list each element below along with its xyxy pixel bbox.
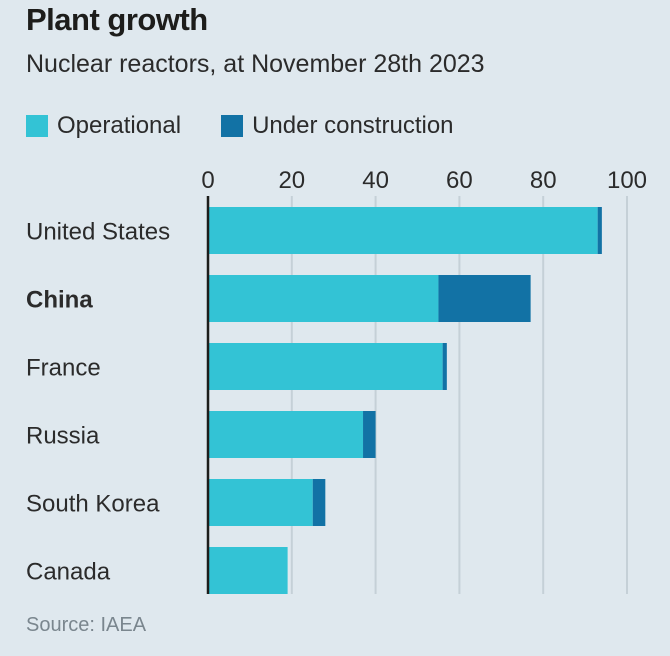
- category-label-south-korea: South Korea: [26, 491, 160, 518]
- bar-south-korea-operational: [208, 479, 313, 526]
- source-note: Source: IAEA: [26, 614, 147, 636]
- bar-china-under-construction: [438, 275, 531, 322]
- x-tick-label-100: 100: [607, 167, 647, 194]
- bar-canada-operational: [208, 547, 288, 594]
- bar-united-states-under-construction: [597, 207, 602, 254]
- chart-title: Plant growth: [26, 2, 208, 37]
- legend-item-under-construction: Under construction: [221, 112, 454, 140]
- bar-china-operational: [208, 275, 439, 322]
- x-tick-label-20: 20: [278, 167, 305, 194]
- bar-france-operational: [208, 343, 443, 390]
- x-tick-label-0: 0: [201, 167, 214, 194]
- bar-russia-under-construction: [363, 411, 376, 458]
- legend-label-operational: Operational: [57, 112, 182, 139]
- category-label-china: China: [26, 287, 93, 314]
- category-label-canada: Canada: [26, 559, 111, 586]
- bar-south-korea-under-construction: [312, 479, 326, 526]
- x-tick-label-40: 40: [362, 167, 389, 194]
- legend-swatch-operational: [26, 115, 48, 137]
- category-label-france: France: [26, 355, 101, 382]
- x-tick-label-80: 80: [530, 167, 557, 194]
- legend-label-under-construction: Under construction: [252, 112, 454, 139]
- legend: Operational Under construction: [26, 112, 494, 140]
- bar-russia-operational: [208, 411, 364, 458]
- bar-united-states-operational: [208, 207, 598, 254]
- bar-france-under-construction: [442, 343, 447, 390]
- chart-subtitle: Nuclear reactors, at November 28th 2023: [26, 50, 485, 78]
- legend-item-operational: Operational: [26, 112, 181, 140]
- category-label-united-states: United States: [26, 219, 170, 246]
- category-label-russia: Russia: [26, 423, 100, 450]
- legend-swatch-under-construction: [221, 115, 244, 137]
- x-tick-label-60: 60: [446, 167, 473, 194]
